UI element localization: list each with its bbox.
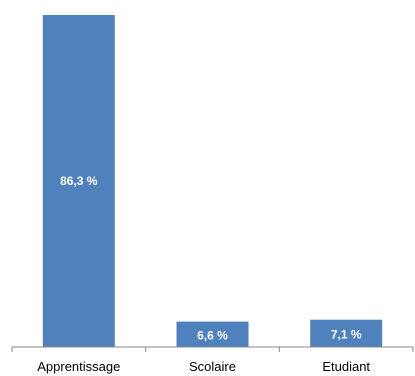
data-label-apprentissage: 86,3 %	[60, 174, 98, 188]
bar-apprentissage	[42, 15, 115, 347]
x-tick-label-apprentissage: Apprentissage	[37, 359, 120, 374]
x-axis	[11, 346, 414, 352]
bar-scolaire	[176, 321, 249, 347]
data-label-scolaire: 6,6 %	[197, 328, 228, 342]
bar-etudiant	[310, 319, 383, 347]
data-label-etudiant: 7,1 %	[331, 327, 362, 341]
x-tick-label-scolaire: Scolaire	[189, 359, 236, 374]
x-tick-label-etudiant: Etudiant	[322, 359, 370, 374]
bars-group: 86,3 % 6,6 % 7,1 %	[42, 15, 383, 347]
x-tick-labels: Apprentissage Scolaire Etudiant	[37, 359, 370, 374]
